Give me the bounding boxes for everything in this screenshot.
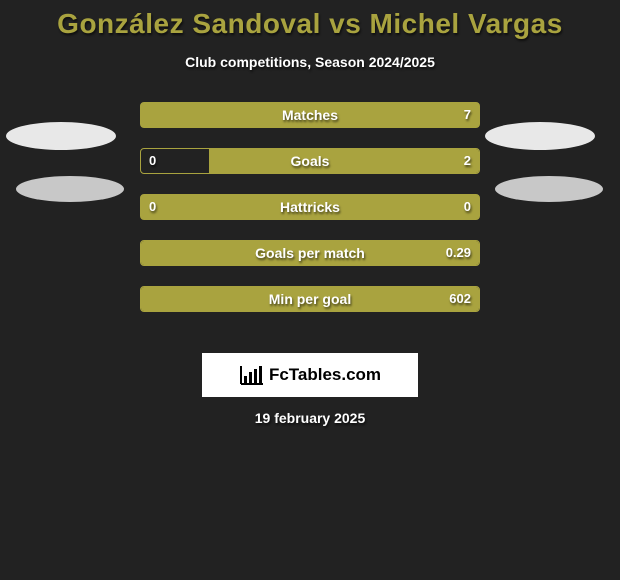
comparison-title: González Sandoval vs Michel Vargas: [0, 0, 620, 40]
stat-bar: Min per goal602: [140, 286, 480, 312]
source-logo: FcTables.com: [202, 353, 418, 397]
bar-chart-icon: [239, 364, 265, 386]
avatar-placeholder: [485, 122, 595, 150]
stat-bar-right: [141, 287, 479, 311]
stat-bar: Goals02: [140, 148, 480, 174]
stat-bar-right: [209, 149, 479, 173]
stat-bar-right: [141, 103, 479, 127]
stat-bar: Hattricks00: [140, 194, 480, 220]
snapshot-date: 19 february 2025: [0, 410, 620, 426]
stat-bar-left: [141, 195, 479, 219]
avatar-placeholder: [495, 176, 603, 202]
stat-bar-right: [141, 241, 479, 265]
stat-row: Goals per match0.29: [0, 240, 620, 286]
avatar-placeholder: [6, 122, 116, 150]
comparison-subtitle: Club competitions, Season 2024/2025: [0, 54, 620, 70]
stat-value-left: 0: [149, 153, 156, 168]
avatar-placeholder: [16, 176, 124, 202]
stat-row: Min per goal602: [0, 286, 620, 332]
stat-bar: Matches7: [140, 102, 480, 128]
source-logo-text: FcTables.com: [269, 365, 381, 385]
stat-bar: Goals per match0.29: [140, 240, 480, 266]
